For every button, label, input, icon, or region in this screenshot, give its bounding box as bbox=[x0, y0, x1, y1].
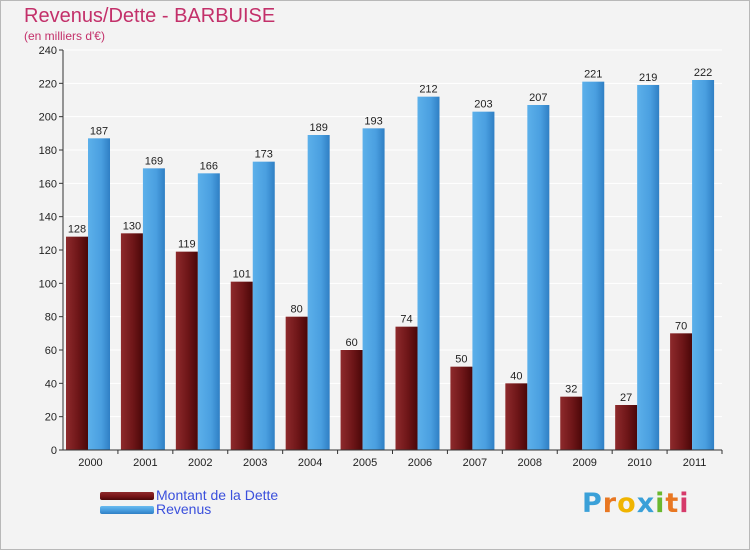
data-label-revenus-2011: 222 bbox=[694, 67, 712, 79]
bar-revenus-2011 bbox=[692, 80, 715, 450]
data-label-revenus-2005: 193 bbox=[364, 115, 382, 127]
x-tick-label-2006: 2006 bbox=[408, 457, 432, 469]
bar-revenus-2002 bbox=[197, 173, 220, 451]
data-label-dette-2010: 27 bbox=[620, 392, 632, 404]
y-tick-label: 220 bbox=[39, 78, 57, 90]
chart-title: Revenus/Dette - BARBUISE bbox=[24, 5, 276, 27]
bar-dette-2010 bbox=[615, 405, 638, 450]
legend-swatch-revenus bbox=[100, 506, 154, 514]
y-tick-label: 100 bbox=[39, 278, 57, 290]
data-label-dette-2004: 80 bbox=[291, 304, 303, 316]
y-tick-label: 200 bbox=[39, 112, 57, 124]
bar-dette-2004 bbox=[285, 316, 308, 450]
x-tick-label-2011: 2011 bbox=[683, 457, 707, 469]
proxiti-logo: Proxiti bbox=[582, 488, 690, 519]
data-label-revenus-2001: 169 bbox=[145, 155, 163, 167]
axes: 0 20 40 60 80 100 120 140 160 180 200 220 240 2000 200… bbox=[39, 45, 723, 469]
data-label-revenus-2007: 203 bbox=[474, 99, 492, 111]
bar-dette-2003 bbox=[230, 281, 253, 450]
bars bbox=[66, 80, 715, 451]
data-label-revenus-2003: 173 bbox=[255, 149, 273, 161]
logo-letter: x bbox=[636, 488, 656, 519]
data-label-revenus-2004: 189 bbox=[309, 122, 327, 134]
bar-revenus-2006 bbox=[417, 96, 440, 451]
bar-revenus-2003 bbox=[252, 161, 275, 450]
x-tick-label-2005: 2005 bbox=[353, 457, 377, 469]
y-tick-label: 140 bbox=[39, 212, 57, 224]
bar-revenus-2000 bbox=[88, 138, 110, 451]
bar-dette-2006 bbox=[395, 326, 418, 450]
y-tick-label: 180 bbox=[39, 145, 57, 157]
logo-letter: t bbox=[665, 488, 680, 519]
data-label-dette-2000: 128 bbox=[68, 224, 86, 236]
data-label-revenus-2002: 166 bbox=[200, 160, 218, 172]
y-tick-label: 60 bbox=[45, 345, 57, 357]
x-tick-label-2000: 2000 bbox=[78, 457, 102, 469]
legend-label-dette: Montant de la Dette bbox=[156, 487, 279, 503]
logo-letter: r bbox=[602, 488, 618, 519]
logo-letter: i bbox=[655, 488, 666, 519]
bar-revenus-2009 bbox=[582, 81, 605, 451]
data-label-dette-2003: 101 bbox=[233, 269, 251, 281]
y-tick-label: 0 bbox=[51, 445, 57, 457]
x-tick-label-2004: 2004 bbox=[298, 457, 322, 469]
bar-dette-2011 bbox=[670, 333, 693, 450]
bar-dette-2008 bbox=[505, 383, 528, 450]
logo-letter: i bbox=[679, 488, 690, 519]
y-tick-label: 40 bbox=[45, 378, 57, 390]
data-label-dette-2009: 32 bbox=[565, 384, 577, 396]
data-label-revenus-2000: 187 bbox=[90, 125, 108, 137]
data-label-revenus-2008: 207 bbox=[529, 92, 547, 104]
bar-revenus-2001 bbox=[142, 168, 165, 451]
bar-dette-2001 bbox=[120, 233, 143, 450]
y-tick-label: 160 bbox=[39, 178, 57, 190]
x-tick-label-2010: 2010 bbox=[627, 457, 651, 469]
legend-swatch-dette bbox=[100, 492, 154, 500]
bar-revenus-2005 bbox=[362, 128, 385, 451]
logo-letter: o bbox=[617, 488, 637, 519]
grid-lines bbox=[63, 49, 722, 451]
bar-dette-2007 bbox=[450, 366, 473, 450]
bar-dette-2002 bbox=[175, 251, 198, 450]
y-tick-label: 240 bbox=[39, 45, 57, 57]
bar-revenus-2004 bbox=[307, 135, 330, 450]
y-tick-label: 20 bbox=[45, 412, 57, 424]
legend-label-revenus: Revenus bbox=[156, 501, 212, 517]
data-label-dette-2008: 40 bbox=[510, 370, 522, 382]
data-label-dette-2006: 74 bbox=[400, 314, 412, 326]
data-label-revenus-2009: 221 bbox=[584, 69, 602, 81]
bar-dette-2000 bbox=[66, 236, 88, 450]
x-tick-label-2007: 2007 bbox=[463, 457, 487, 469]
chart-subtitle: (en milliers d'€) bbox=[24, 29, 105, 43]
data-label-dette-2002: 119 bbox=[178, 239, 196, 251]
y-tick-label: 120 bbox=[39, 245, 57, 257]
data-label-dette-2005: 60 bbox=[345, 337, 357, 349]
bar-dette-2005 bbox=[340, 350, 363, 450]
bar-dette-2009 bbox=[560, 396, 583, 450]
data-label-dette-2011: 70 bbox=[675, 320, 687, 332]
x-tick-label-2003: 2003 bbox=[243, 457, 267, 469]
data-label-dette-2007: 50 bbox=[455, 354, 467, 366]
x-tick-label-2008: 2008 bbox=[518, 457, 542, 469]
data-label-revenus-2010: 219 bbox=[639, 72, 657, 84]
x-tick-label-2001: 2001 bbox=[133, 457, 157, 469]
x-tick-label-2009: 2009 bbox=[572, 457, 596, 469]
x-tick-label-2002: 2002 bbox=[188, 457, 212, 469]
logo-letter: P bbox=[582, 488, 603, 519]
bar-revenus-2007 bbox=[472, 111, 495, 451]
bar-revenus-2008 bbox=[527, 105, 550, 450]
data-labels: 128 187 130 169 119 166 101 173 80 189 60 193 74 212 5… bbox=[68, 67, 712, 404]
bar-revenus-2010 bbox=[637, 85, 660, 450]
data-label-dette-2001: 130 bbox=[123, 220, 141, 232]
y-tick-label: 80 bbox=[45, 312, 57, 324]
data-label-revenus-2006: 212 bbox=[419, 84, 437, 96]
